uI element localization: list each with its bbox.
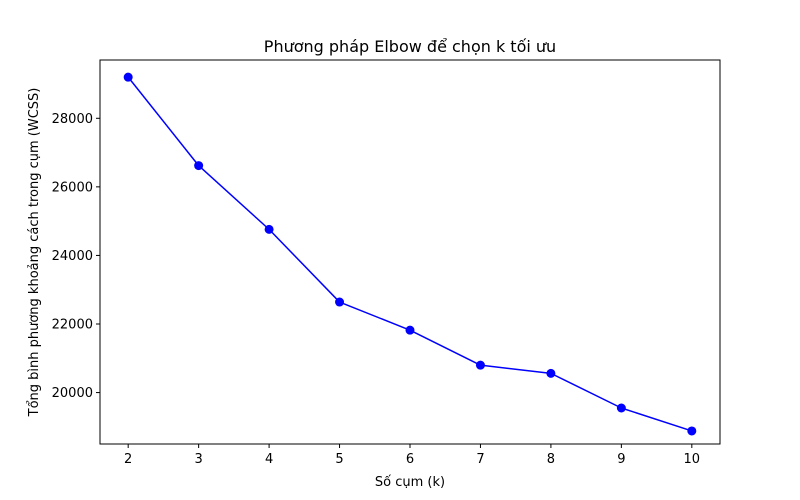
- y-tick-label: 24000: [52, 249, 93, 264]
- data-point: [546, 368, 556, 378]
- x-tick-label: 4: [265, 452, 273, 467]
- data-point: [123, 72, 133, 82]
- x-axis-ticks: 2 3 4 5 6 7 8 9 10: [124, 444, 700, 467]
- x-axis-label: Số cụm (k): [375, 475, 445, 490]
- y-axis-label: Tổng bình phương khoảng cách trong cụm (…: [27, 88, 42, 418]
- x-tick-label: 2: [124, 452, 132, 467]
- x-tick-label: 5: [335, 452, 343, 467]
- x-tick-label: 9: [617, 452, 625, 467]
- data-point: [616, 403, 626, 413]
- data-point: [335, 297, 345, 307]
- data-point: [194, 161, 204, 171]
- x-tick-label: 7: [476, 452, 484, 467]
- x-tick-label: 8: [547, 452, 555, 467]
- y-tick-label: 20000: [52, 386, 93, 401]
- x-tick-label: 10: [684, 452, 701, 467]
- y-tick-label: 26000: [52, 180, 93, 195]
- data-point: [687, 426, 697, 436]
- x-tick-label: 3: [194, 452, 202, 467]
- y-axis-ticks: 20000 22000 24000 26000 28000: [52, 112, 100, 401]
- plot-area: [123, 72, 697, 436]
- x-tick-label: 6: [406, 452, 414, 467]
- chart-title: Phương pháp Elbow để chọn k tối ưu: [264, 37, 556, 56]
- y-tick-label: 22000: [52, 318, 93, 333]
- data-point: [264, 224, 274, 234]
- data-point: [475, 360, 485, 370]
- y-tick-label: 28000: [52, 112, 93, 127]
- data-point: [405, 325, 415, 335]
